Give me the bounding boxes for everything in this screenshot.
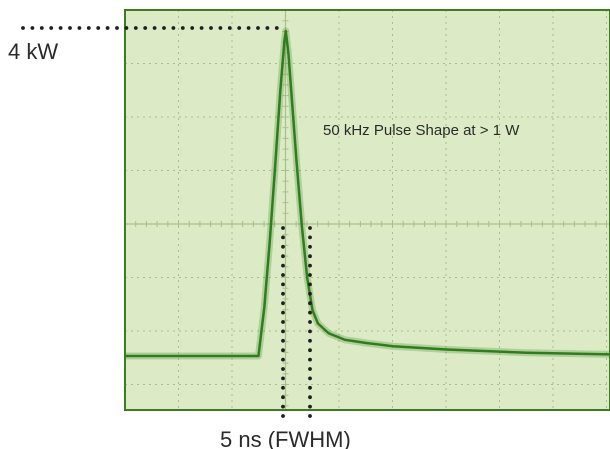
peak-marker-dot	[190, 26, 195, 30]
peak-marker-dot	[105, 26, 110, 30]
fwhm-right-dot	[308, 301, 312, 306]
fwhm-right-dot	[308, 263, 312, 268]
peak-marker-dot	[49, 26, 54, 30]
peak-marker-dot	[143, 26, 148, 30]
peak-marker-dot	[21, 26, 25, 30]
pulse-shape-annotation: 50 kHz Pulse Shape at > 1 W	[323, 122, 520, 139]
fwhm-markers	[21, 26, 312, 418]
pulse-trace	[125, 29, 610, 358]
peak-marker-dot	[96, 26, 101, 30]
fwhm-right-dot	[308, 357, 312, 362]
peak-marker-dot	[115, 26, 119, 30]
fwhm-right-dot	[308, 320, 312, 324]
fwhm-left-dot	[281, 414, 285, 418]
plot-area	[124, 9, 610, 411]
fwhm-left-dot	[281, 226, 285, 230]
fwhm-right-dot	[308, 367, 312, 371]
fwhm-right-dot	[308, 310, 312, 315]
peak-marker-dot	[171, 26, 176, 30]
fwhm-left-dot	[281, 376, 285, 381]
peak-marker-dot	[124, 26, 129, 30]
peak-marker-dot	[218, 26, 223, 30]
peak-marker-dot	[68, 26, 72, 30]
peak-marker-dot	[256, 26, 260, 30]
peak-marker-dot	[58, 26, 63, 30]
peak-marker-dot	[209, 26, 213, 30]
fwhm-left-dot	[281, 367, 285, 371]
fwhm-left-dot	[281, 291, 285, 296]
fwhm-right-dot	[308, 273, 312, 277]
fwhm-left-dot	[281, 404, 285, 409]
fwhm-left-dot	[281, 357, 285, 362]
fwhm-left-dot	[281, 320, 285, 324]
fwhm-left-dot	[281, 244, 285, 249]
fwhm-right-dot	[308, 404, 312, 409]
fwhm-right-dot	[308, 282, 312, 287]
fwhm-right-dot	[308, 395, 312, 400]
fwhm-right-dot	[308, 376, 312, 381]
fwhm-left-dot	[281, 338, 285, 343]
peak-marker-dot	[227, 26, 232, 30]
peak-marker-dot	[274, 26, 279, 30]
fwhm-right-dot	[308, 385, 312, 390]
fwhm-left-dot	[281, 273, 285, 277]
fwhm-right-dot	[308, 254, 312, 259]
fwhm-right-dot	[308, 244, 312, 249]
peak-marker-dot	[30, 26, 35, 30]
fwhm-left-dot	[281, 385, 285, 390]
fwhm-left-dot	[281, 329, 285, 334]
peak-power-label: 4 kW	[8, 39, 58, 64]
fwhm-left-dot	[281, 395, 285, 400]
pulse-width-label: 5 ns (FWHM)	[220, 427, 351, 449]
fwhm-left-dot	[281, 235, 285, 240]
plot-frame	[124, 9, 610, 411]
fwhm-right-dot	[308, 348, 312, 353]
fwhm-left-dot	[281, 301, 285, 306]
peak-marker-dot	[199, 26, 204, 30]
peak-marker-dot	[133, 26, 138, 30]
fwhm-right-dot	[308, 291, 312, 296]
peak-marker-dot	[39, 26, 44, 30]
fwhm-right-dot	[308, 226, 312, 230]
peak-marker-dot	[77, 26, 82, 30]
peak-marker-dot	[152, 26, 157, 30]
fwhm-left-dot	[281, 348, 285, 353]
fwhm-left-dot	[281, 310, 285, 315]
fwhm-right-dot	[308, 414, 312, 418]
fwhm-right-dot	[308, 235, 312, 240]
peak-marker-dot	[237, 26, 242, 30]
fwhm-left-dot	[281, 263, 285, 268]
fwhm-right-dot	[308, 338, 312, 343]
fwhm-left-dot	[281, 282, 285, 287]
peak-marker-dot	[246, 26, 251, 30]
peak-marker-dot	[180, 26, 185, 30]
peak-marker-dot	[162, 26, 166, 30]
peak-marker-dot	[86, 26, 91, 30]
fwhm-left-dot	[281, 254, 285, 259]
peak-marker-dot	[265, 26, 270, 30]
fwhm-right-dot	[308, 329, 312, 334]
